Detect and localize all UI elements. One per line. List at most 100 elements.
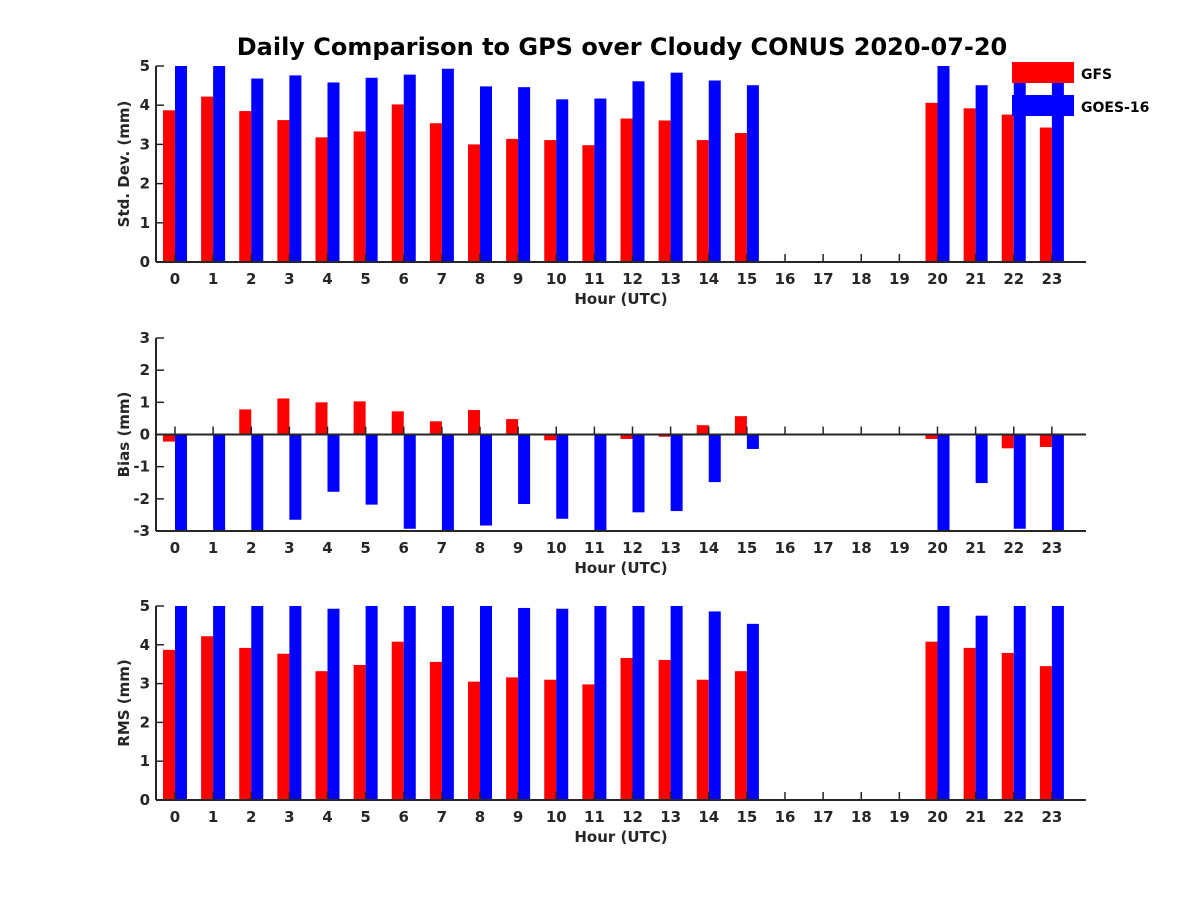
y-tick-label: 3 [140, 329, 150, 347]
x-tick-label: 8 [475, 808, 485, 826]
bar-goes16-hour-12 [632, 81, 645, 262]
bar-gfs-hour-5 [353, 401, 366, 435]
x-tick-label: 20 [927, 270, 948, 288]
bar-goes16-hour-14 [708, 434, 721, 483]
bar-goes16-hour-1 [213, 434, 226, 531]
bar-goes16-hour-10 [556, 608, 569, 800]
bar-goes16-hour-11 [594, 606, 607, 800]
bar-gfs-hour-10 [544, 434, 557, 441]
x-tick-label: 6 [399, 808, 409, 826]
bar-gfs-hour-11 [582, 145, 595, 262]
bar-gfs-hour-20 [925, 641, 938, 800]
x-tick-label: 0 [170, 270, 180, 288]
x-tick-label: 1 [208, 808, 218, 826]
bar-gfs-hour-22 [1001, 114, 1014, 262]
bar-goes16-hour-6 [403, 606, 416, 800]
bar-gfs-hour-8 [468, 681, 480, 800]
x-tick-label: 14 [698, 539, 719, 557]
x-tick-label: 22 [1003, 270, 1024, 288]
bar-gfs-hour-2 [239, 409, 252, 435]
bar-gfs-hour-6 [391, 104, 404, 262]
bar-goes16-hour-11 [594, 434, 607, 531]
bar-goes16-hour-3 [289, 606, 302, 800]
legend-label-gfs: GFS [1081, 67, 1112, 83]
bar-goes16-hour-20 [937, 606, 950, 800]
bar-goes16-hour-21 [975, 85, 988, 263]
bar-goes16-hour-2 [251, 434, 264, 531]
bar-goes16-hour-4 [327, 434, 340, 492]
x-tick-label: 19 [889, 270, 910, 288]
bar-gfs-hour-20 [925, 102, 938, 262]
bar-goes16-hour-4 [327, 82, 340, 263]
x-axis-label: Hour (UTC) [574, 828, 667, 846]
x-tick-label: 12 [622, 539, 643, 557]
x-tick-label: 13 [660, 270, 681, 288]
x-tick-label: 6 [399, 539, 409, 557]
x-tick-label: 19 [889, 539, 910, 557]
x-tick-label: 13 [660, 539, 681, 557]
bar-gfs-hour-7 [429, 421, 442, 435]
bar-goes16-hour-8 [480, 86, 492, 262]
figure-title: Daily Comparison to GPS over Cloudy CONU… [237, 33, 1008, 61]
x-axis-label: Hour (UTC) [574, 559, 667, 577]
bar-goes16-hour-2 [251, 606, 264, 800]
y-tick-label: 2 [140, 713, 150, 731]
bar-gfs-hour-4 [315, 671, 328, 800]
x-tick-label: 23 [1041, 808, 1062, 826]
x-tick-label: 4 [322, 270, 332, 288]
bar-gfs-hour-10 [544, 679, 557, 800]
bar-gfs-hour-5 [353, 131, 366, 262]
x-tick-label: 9 [513, 270, 523, 288]
bar-gfs-hour-22 [1001, 434, 1014, 449]
bar-goes16-hour-10 [556, 434, 569, 519]
x-tick-label: 15 [736, 808, 757, 826]
x-tick-label: 16 [775, 539, 796, 557]
bar-gfs-hour-15 [734, 133, 747, 262]
bar-gfs-hour-0 [163, 434, 175, 442]
x-tick-label: 11 [584, 270, 605, 288]
bar-gfs-hour-1 [201, 96, 214, 262]
legend-swatch-gfs [1012, 62, 1074, 83]
y-tick-label: 0 [140, 426, 150, 444]
bar-goes16-hour-4 [327, 608, 340, 800]
bar-gfs-hour-6 [391, 411, 404, 435]
bar-gfs-hour-11 [582, 684, 595, 800]
x-tick-label: 4 [322, 539, 332, 557]
bar-goes16-hour-10 [556, 99, 569, 262]
bar-gfs-hour-4 [315, 402, 328, 435]
x-tick-label: 11 [584, 808, 605, 826]
bar-goes16-hour-13 [670, 606, 683, 800]
bar-goes16-hour-6 [403, 434, 416, 529]
bar-gfs-hour-14 [696, 679, 709, 800]
x-tick-label: 21 [965, 539, 986, 557]
x-tick-label: 17 [813, 808, 834, 826]
x-tick-label: 1 [208, 270, 218, 288]
y-tick-label: 2 [140, 175, 150, 193]
x-tick-label: 5 [360, 808, 370, 826]
x-tick-label: 21 [965, 270, 986, 288]
y-tick-label: 5 [140, 597, 150, 615]
bar-goes16-hour-1 [213, 66, 226, 262]
y-axis-label: RMS (mm) [115, 659, 133, 746]
x-tick-label: 3 [284, 539, 294, 557]
bar-goes16-hour-13 [670, 434, 683, 512]
bar-gfs-hour-2 [239, 111, 252, 262]
x-tick-label: 8 [475, 270, 485, 288]
bar-gfs-hour-9 [506, 138, 519, 262]
bar-goes16-hour-5 [365, 606, 378, 800]
bar-goes16-hour-20 [937, 434, 950, 531]
bar-gfs-hour-21 [963, 647, 976, 800]
bar-goes16-hour-3 [289, 75, 302, 262]
bar-gfs-hour-12 [620, 434, 633, 439]
bar-goes16-hour-21 [975, 615, 988, 800]
x-tick-label: 13 [660, 808, 681, 826]
x-tick-label: 4 [322, 808, 332, 826]
bar-gfs-hour-3 [277, 398, 290, 435]
x-tick-label: 11 [584, 539, 605, 557]
bar-goes16-hour-15 [746, 434, 759, 449]
bar-goes16-hour-23 [1051, 77, 1064, 262]
x-tick-label: 2 [246, 270, 256, 288]
bar-gfs-hour-14 [696, 425, 709, 435]
x-tick-label: 7 [437, 270, 447, 288]
